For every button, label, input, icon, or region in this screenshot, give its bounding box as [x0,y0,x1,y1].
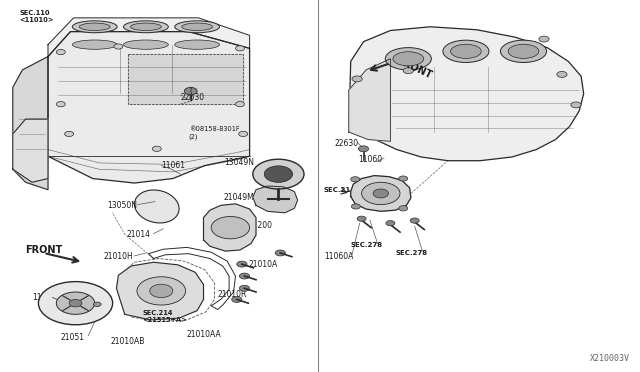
Ellipse shape [124,40,168,49]
Circle shape [93,302,101,307]
Text: 21010A: 21010A [248,260,278,269]
Circle shape [184,87,197,95]
Circle shape [239,131,248,137]
Circle shape [403,68,413,74]
Text: FRONT: FRONT [396,55,433,80]
Polygon shape [351,176,411,211]
Ellipse shape [131,23,161,31]
Polygon shape [13,57,48,190]
Polygon shape [349,59,390,141]
Ellipse shape [134,190,179,223]
Ellipse shape [72,21,117,33]
Polygon shape [116,262,204,320]
Circle shape [232,296,242,302]
Ellipse shape [443,40,489,62]
Ellipse shape [385,48,431,70]
Text: X210003V: X210003V [590,354,630,363]
Ellipse shape [175,21,220,33]
Ellipse shape [72,40,117,49]
Text: 11060A: 11060A [324,252,353,261]
Text: 21010R: 21010R [218,290,247,299]
Circle shape [237,261,247,267]
Circle shape [362,182,400,205]
Circle shape [236,46,244,51]
Polygon shape [13,119,48,182]
Text: 21049M: 21049M [224,193,255,202]
Circle shape [69,299,82,307]
Text: SEC.278: SEC.278 [351,242,383,248]
Circle shape [539,36,549,42]
Polygon shape [48,18,250,57]
Polygon shape [128,54,243,104]
Text: 21200: 21200 [248,221,273,230]
Circle shape [264,166,292,182]
Ellipse shape [182,23,212,31]
Ellipse shape [500,40,547,62]
Circle shape [211,217,250,239]
Text: SEC.110
<11010>: SEC.110 <11010> [19,10,54,23]
Text: 21010AA: 21010AA [187,330,221,339]
Circle shape [152,146,161,151]
Circle shape [357,216,366,221]
Circle shape [399,176,408,181]
Circle shape [386,221,395,226]
Polygon shape [204,204,256,251]
Circle shape [137,277,186,305]
Polygon shape [253,186,298,213]
Text: 22630: 22630 [180,93,205,102]
Ellipse shape [508,44,539,58]
Text: SEC.214: SEC.214 [323,187,355,193]
Text: 13049N: 13049N [224,158,254,167]
Text: 21014: 21014 [127,230,151,239]
Polygon shape [349,27,584,161]
Text: 21010H: 21010H [104,252,133,261]
Circle shape [239,273,250,279]
Circle shape [571,102,581,108]
Circle shape [399,206,408,211]
Ellipse shape [79,23,110,31]
Text: FRONT: FRONT [26,245,63,255]
Text: 22630: 22630 [334,139,358,148]
Circle shape [352,76,362,82]
Ellipse shape [393,52,424,66]
Text: SEC.278: SEC.278 [396,250,428,256]
Circle shape [236,102,244,107]
Text: 11061B: 11061B [32,293,61,302]
Circle shape [114,44,123,49]
Ellipse shape [175,40,220,49]
Circle shape [239,285,250,291]
Circle shape [557,71,567,77]
Circle shape [253,159,304,189]
Circle shape [351,204,360,209]
Circle shape [56,292,95,314]
Text: 21010AB: 21010AB [110,337,145,346]
Circle shape [56,102,65,107]
Text: 11060: 11060 [358,155,383,164]
Circle shape [373,189,388,198]
Ellipse shape [451,44,481,58]
Polygon shape [48,32,250,183]
Circle shape [56,49,65,55]
Circle shape [358,146,369,152]
Circle shape [65,131,74,137]
Text: 21051: 21051 [61,333,84,342]
Circle shape [275,250,285,256]
Circle shape [410,218,419,223]
Text: ®08158-8301F
(2): ®08158-8301F (2) [189,126,239,140]
Text: 11061: 11061 [161,161,186,170]
Text: SEC.214
<21515+A>: SEC.214 <21515+A> [142,311,187,323]
Text: 13050N: 13050N [108,201,138,210]
Circle shape [150,284,173,298]
Ellipse shape [124,21,168,33]
Circle shape [38,282,113,325]
Circle shape [351,177,360,182]
